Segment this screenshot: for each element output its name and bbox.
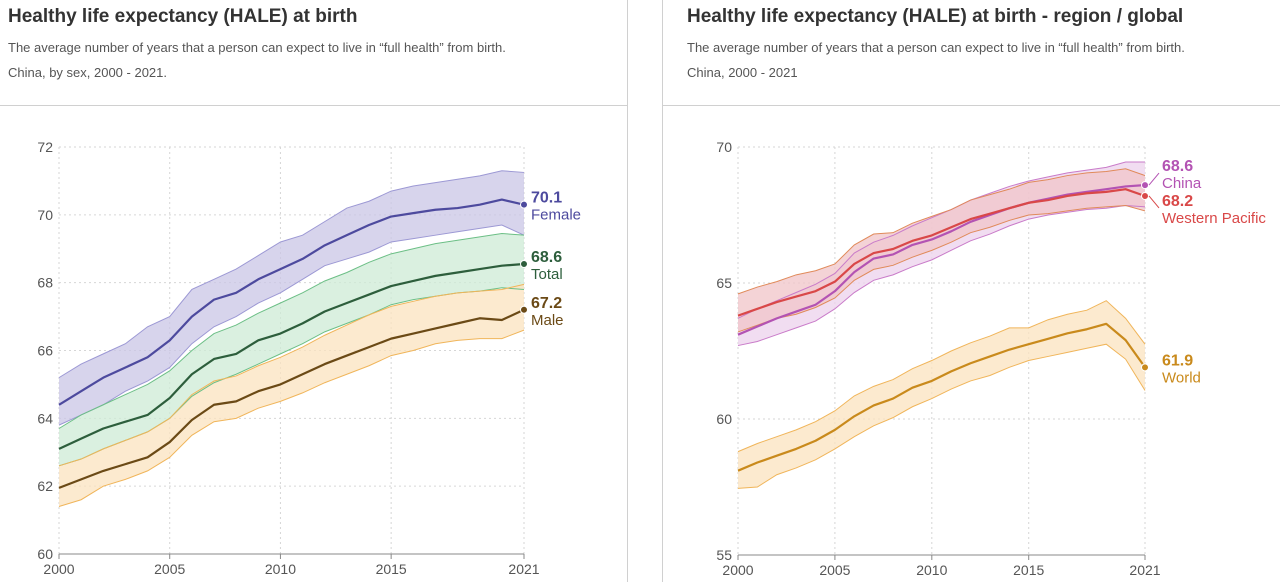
- band-lower-male: [58, 329, 525, 507]
- x-tick-label: 2015: [376, 561, 407, 577]
- end-value-label-world: 61.9: [1162, 352, 1193, 369]
- band-upper-male: [58, 283, 525, 467]
- y-tick-label: 70: [37, 207, 53, 223]
- header-divider: [0, 105, 627, 106]
- y-tick-label: 60: [716, 411, 732, 427]
- band-upper-china: [737, 161, 1145, 319]
- y-tick-label: 55: [716, 547, 732, 563]
- series-line-female: [58, 198, 525, 406]
- series-name-label-china: China: [1162, 175, 1202, 192]
- chart-title: Healthy life expectancy (HALE) at birth: [8, 6, 358, 27]
- series-name-label-male: Male: [531, 312, 564, 329]
- uncertainty-band-total: [59, 233, 524, 466]
- series-name-label-western-pacific: Western Pacific: [1162, 210, 1266, 227]
- chart-subtitle: The average number of years that a perso…: [8, 40, 506, 55]
- y-tick-label: 68: [37, 275, 53, 291]
- band-upper-female: [58, 170, 525, 379]
- x-tick-label: 2010: [916, 562, 947, 578]
- end-point-female: [520, 200, 528, 209]
- end-value-label-total: 68.6: [531, 249, 562, 266]
- y-tick-label: 70: [716, 139, 732, 155]
- hale-by-sex-chart: 60 62 64 66 68 70 72 2000 2005 2010 2015 2021 70.1Fe…: [37, 139, 581, 577]
- end-point-total: [520, 260, 528, 269]
- end-point-china: [1141, 181, 1149, 190]
- band-lower-world: [737, 343, 1146, 489]
- chart-panel-by-sex: Healthy life expectancy (HALE) at birth …: [0, 0, 628, 582]
- series-line-world: [737, 322, 1146, 472]
- x-tick-label: 2021: [1129, 562, 1160, 578]
- label-connector-western-pacific: [1148, 195, 1160, 209]
- y-tick-label: 60: [37, 546, 53, 562]
- end-point-male: [520, 305, 528, 314]
- band-lower-western-pacific: [737, 204, 1146, 333]
- end-value-label-china: 68.6: [1162, 158, 1193, 175]
- series-name-label-world: World: [1162, 369, 1201, 386]
- y-tick-label: 72: [37, 139, 53, 155]
- x-tick-label: 2015: [1013, 562, 1044, 578]
- x-tick-label: 2021: [508, 561, 539, 577]
- uncertainty-band-western-pacific: [738, 168, 1145, 332]
- end-point-western-pacific: [1141, 191, 1149, 200]
- y-tick-label: 66: [37, 343, 53, 359]
- chart-title: Healthy life expectancy (HALE) at birth …: [687, 6, 1184, 27]
- band-upper-world: [737, 300, 1146, 453]
- chart-panel-region-global: Healthy life expectancy (HALE) at birth …: [662, 0, 1280, 582]
- end-value-label-western-pacific: 68.2: [1162, 193, 1193, 210]
- series-line-male: [58, 308, 525, 489]
- band-lower-china: [737, 204, 1146, 347]
- band-upper-total: [58, 232, 525, 429]
- series-name-label-female: Female: [531, 207, 581, 224]
- x-tick-label: 2000: [722, 562, 753, 578]
- chart-subtitle-scope: China, by sex, 2000 - 2021.: [8, 65, 167, 80]
- x-tick-label: 2005: [819, 562, 850, 578]
- series-line-china: [737, 183, 1146, 336]
- series-name-label-total: Total: [531, 266, 563, 283]
- end-point-world: [1141, 363, 1149, 372]
- end-value-label-male: 67.2: [531, 295, 562, 312]
- x-tick-label: 2000: [43, 561, 74, 577]
- y-tick-label: 65: [716, 275, 732, 291]
- x-tick-label: 2010: [265, 561, 296, 577]
- band-lower-female: [58, 224, 525, 426]
- uncertainty-band-male: [59, 284, 524, 507]
- y-tick-label: 64: [37, 410, 53, 426]
- y-tick-label: 62: [37, 478, 53, 494]
- chart-subtitle: The average number of years that a perso…: [687, 40, 1185, 55]
- header-divider: [663, 105, 1280, 106]
- label-connector-china: [1148, 172, 1160, 186]
- end-value-label-female: 70.1: [531, 190, 562, 207]
- x-tick-label: 2005: [154, 561, 185, 577]
- hale-region-global-chart: 55 60 65 70 2000 2005 2010 2015 2021 68.6China68.…: [716, 139, 1266, 578]
- chart-subtitle-scope: China, 2000 - 2021: [687, 65, 798, 80]
- series-line-total: [58, 262, 525, 450]
- series-line-western-pacific: [737, 188, 1146, 317]
- uncertainty-band-world: [738, 300, 1145, 489]
- band-upper-western-pacific: [737, 168, 1146, 295]
